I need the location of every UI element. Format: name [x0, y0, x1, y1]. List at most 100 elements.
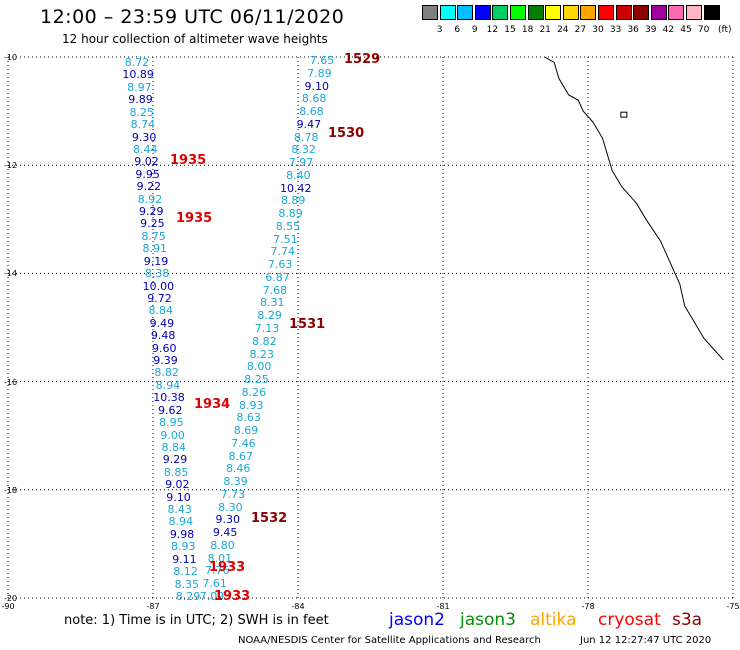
wave-height-value: 8.75 — [141, 229, 166, 243]
wave-height-value: 8.63 — [236, 411, 261, 425]
wave-height-value: 8.94 — [155, 378, 181, 392]
wave-height-value: 9.25 — [140, 217, 165, 231]
wave-height-value: 7.97 — [288, 156, 314, 170]
island — [620, 111, 628, 118]
wave-height-value: 7.13 — [254, 322, 280, 335]
wave-height-value: 9.10 — [166, 490, 191, 504]
footer-timestamp: Jun 12 12:27:47 UTC 2020 — [580, 635, 712, 646]
lon-tick-label: -87 — [146, 602, 160, 611]
wave-height-value: 7.63 — [267, 258, 293, 272]
wave-height-value: 8.25 — [129, 105, 154, 119]
legend-swatch — [492, 5, 509, 20]
legend-swatch — [686, 5, 702, 20]
legend-swatch — [580, 5, 597, 20]
wave-height-value: 9.30 — [215, 513, 240, 527]
lon-tick-label: -75 — [726, 602, 740, 611]
wave-height-value: 9.72 — [147, 291, 172, 305]
wave-height-value: 9.47 — [296, 117, 322, 131]
legend-label: 39 — [645, 25, 657, 35]
wave-height-value: 8.35 — [174, 577, 200, 591]
wave-height-value: 8.84 — [161, 440, 187, 454]
wave-height-value: 8.43 — [167, 503, 192, 517]
wave-height-value: 8.92 — [137, 192, 163, 206]
pass-number-label: 1934 — [194, 397, 231, 412]
pass-number-label: 1935 — [170, 153, 207, 168]
wave-height-value: 8.68 — [299, 105, 324, 119]
lat-tick-label: -16 — [4, 377, 18, 387]
lon-tick-label: -78 — [581, 602, 595, 611]
legend-swatch — [668, 5, 685, 20]
lon-tick-label: -90 — [1, 602, 15, 611]
legend-label: 21 — [539, 25, 551, 35]
legend-label: 12 — [486, 25, 499, 35]
wave-height-value: 7.46 — [231, 436, 256, 450]
wave-height-value: 8.94 — [168, 515, 194, 529]
wave-height-value: 8.89 — [280, 194, 306, 208]
legend-swatch — [510, 5, 526, 20]
wave-height-value: 8.01 — [207, 551, 233, 565]
pass-number-label: 1531 — [289, 317, 326, 332]
footer-credit: NOAA/NESDIS Center for Satellite Applica… — [238, 635, 541, 646]
lat-tick-label: -12 — [4, 161, 18, 171]
wave-height-value: 7.76 — [204, 564, 230, 578]
wave-height-value: 8.32 — [291, 143, 316, 157]
wave-height-value: 9.10 — [304, 79, 330, 93]
wave-height-value: 8.67 — [228, 449, 254, 463]
legend-swatch — [562, 5, 579, 20]
wave-height-value: 9.45 — [212, 526, 238, 540]
wave-height-value: 8.68 — [301, 92, 327, 106]
wave-height-value: 9.48 — [150, 329, 176, 343]
wave-height-value: 8.69 — [233, 424, 259, 438]
wave-height-value: 9.98 — [169, 527, 195, 541]
legend-swatch — [457, 5, 474, 20]
wave-height-value: 9.02 — [165, 478, 190, 492]
wave-height-value: 9.29 — [138, 205, 164, 219]
legend-swatch — [615, 5, 632, 20]
footer-note: note: 1) Time is in UTC; 2) SWH is in fe… — [64, 613, 329, 628]
wave-height-value: 8.97 — [127, 80, 152, 94]
legend-label: 18 — [521, 25, 534, 35]
legend-label: 36 — [627, 25, 639, 35]
legend-swatch — [527, 5, 544, 20]
wave-height-value: 8.29 — [175, 590, 201, 603]
wave-height-value: 8.12 — [173, 565, 198, 579]
lon-tick-label: -81 — [436, 602, 450, 611]
wave-height-value: 7.65 — [309, 54, 335, 67]
legend-label: 6 — [454, 25, 461, 35]
legend-label: 42 — [662, 25, 675, 35]
wave-height-value: 8.93 — [239, 398, 264, 412]
satellite-label-jason3: jason3 — [460, 610, 516, 630]
wave-height-value: 8.78 — [294, 130, 319, 144]
wave-height-value: 8.82 — [252, 334, 277, 348]
satellite-label-altika: altika — [530, 610, 577, 630]
legend-swatch — [633, 5, 650, 20]
wave-height-value: 8.26 — [241, 385, 267, 399]
wave-height-value: 9.62 — [157, 403, 183, 417]
wave-height-value: 8.55 — [275, 219, 301, 233]
lat-tick-label: -20 — [4, 594, 18, 603]
wave-height-value: 7.73 — [220, 487, 246, 501]
wave-height-value: 7.68 — [262, 283, 288, 297]
wave-height-value: 9.49 — [149, 316, 175, 330]
legend-unit: (ft) — [718, 25, 732, 35]
legend-label: 30 — [592, 25, 604, 35]
wave-height-value: 9.02 — [134, 155, 159, 169]
wave-height-value: 8.82 — [154, 366, 179, 380]
wave-height-value: 10.42 — [280, 181, 312, 195]
wave-height-value: 9.22 — [136, 180, 162, 194]
wave-height-value: 8.38 — [144, 267, 170, 281]
legend-label: 27 — [574, 25, 587, 35]
wave-height-value: 8.89 — [278, 207, 303, 221]
legend-swatch — [545, 5, 562, 20]
satellite-label-jason2: jason2 — [389, 610, 445, 630]
wave-height-value: 9.30 — [131, 130, 157, 144]
wave-height-value: 8.72 — [124, 56, 150, 69]
wave-height-value: 8.23 — [249, 347, 275, 361]
wave-height-value: 8.74 — [130, 118, 156, 132]
wave-height-value: 8.95 — [159, 416, 184, 430]
wave-height-value: 9.19 — [143, 254, 169, 268]
wave-height-value: 7.51 — [273, 232, 298, 246]
lon-tick-label: -84 — [291, 602, 305, 611]
wave-height-value: 9.11 — [172, 552, 197, 566]
